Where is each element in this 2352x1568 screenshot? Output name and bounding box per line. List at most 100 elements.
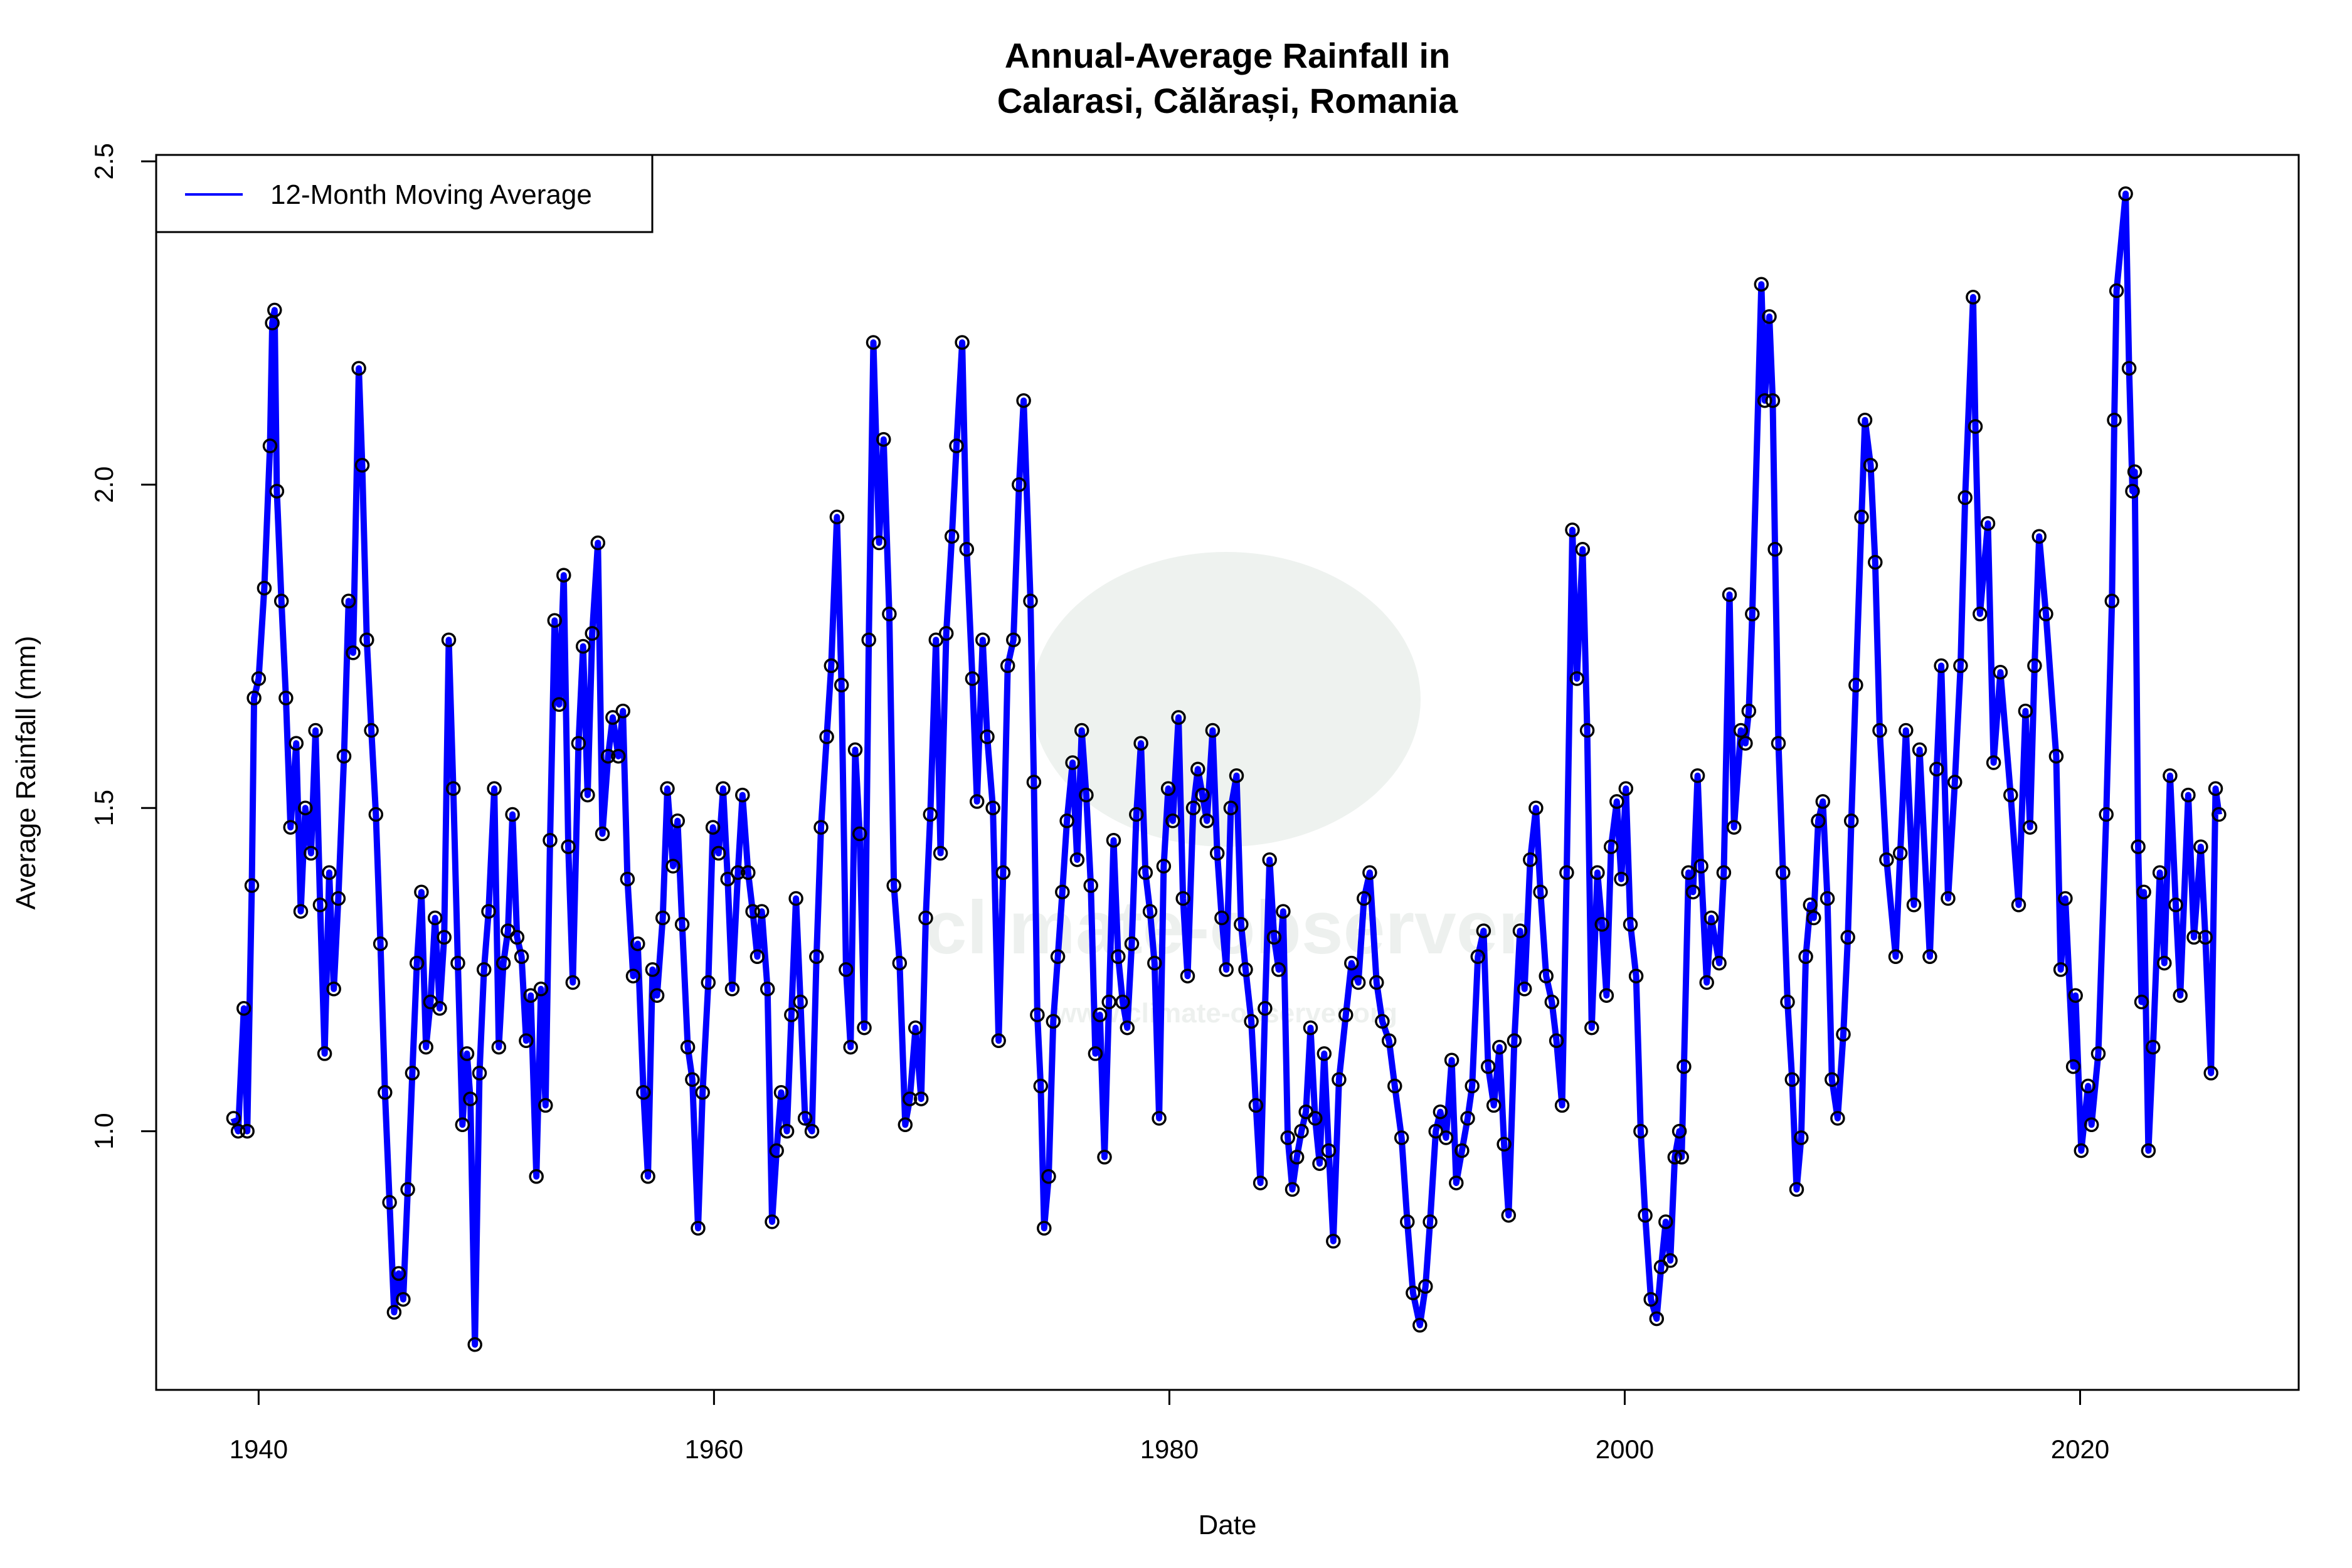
data-point — [538, 1098, 553, 1113]
data-point — [2090, 1046, 2106, 1061]
data-point — [674, 917, 690, 932]
data-point — [1362, 865, 1377, 881]
data-point — [1394, 1130, 1409, 1145]
data-point — [298, 800, 313, 815]
data-point — [829, 509, 845, 525]
data-point — [754, 904, 770, 919]
data-point — [843, 1039, 858, 1055]
data-point — [1762, 309, 1777, 324]
data-point — [1000, 658, 1015, 674]
data-point — [1738, 736, 1753, 751]
data-point — [427, 910, 443, 926]
data-point — [1152, 1111, 1167, 1126]
data-point — [1623, 917, 1638, 932]
data-point — [1757, 393, 1772, 408]
data-point — [898, 1117, 913, 1133]
data-point — [1190, 761, 1205, 777]
data-point — [620, 871, 635, 887]
chart-title: Annual-Average Rainfall in — [1005, 36, 1451, 75]
data-point — [1912, 742, 1927, 758]
data-point — [985, 800, 1000, 815]
data-point — [1400, 1214, 1415, 1229]
data-point — [1124, 936, 1140, 951]
data-point — [1422, 1214, 1438, 1229]
data-point — [1205, 723, 1221, 738]
data-point — [1726, 820, 1742, 835]
data-point — [1142, 904, 1158, 919]
x-tick-label: 1940 — [230, 1434, 288, 1464]
x-tick-label: 1960 — [685, 1434, 743, 1464]
data-point — [1609, 794, 1624, 809]
data-point — [1369, 975, 1384, 990]
data-point — [2173, 988, 2188, 1003]
legend-label: 12-Month Moving Average — [270, 179, 592, 210]
data-point — [400, 1182, 415, 1197]
data-point — [804, 1123, 820, 1139]
data-point — [680, 1039, 696, 1055]
data-point — [1055, 884, 1070, 899]
data-point — [519, 1033, 534, 1049]
data-point — [2104, 593, 2120, 609]
data-point — [1848, 677, 1863, 693]
data-point — [809, 949, 824, 965]
data-point — [1262, 852, 1277, 867]
data-point — [1722, 587, 1737, 602]
data-point — [2032, 529, 2047, 544]
data-point — [1412, 1318, 1428, 1333]
data-point — [322, 865, 337, 881]
data-point — [882, 607, 897, 622]
data-point — [1120, 1020, 1135, 1036]
data-point — [1690, 768, 1705, 783]
data-point — [1165, 813, 1180, 829]
data-point — [1209, 845, 1225, 861]
data-point — [1185, 800, 1201, 815]
data-point — [1934, 658, 1949, 674]
data-point — [543, 832, 558, 848]
data-point — [1234, 917, 1249, 932]
data-point — [645, 962, 660, 977]
data-point — [1033, 1078, 1049, 1094]
data-point — [918, 910, 933, 926]
data-point — [1614, 871, 1629, 887]
data-point — [2099, 807, 2114, 822]
data-point — [1312, 1156, 1327, 1171]
series-12-month-moving-average — [226, 186, 2227, 1352]
data-point — [1387, 1078, 1402, 1094]
data-point — [1026, 775, 1042, 790]
watermark-logo-icon — [1032, 552, 1421, 847]
data-point — [1285, 1182, 1300, 1197]
data-point — [630, 936, 645, 951]
data-point — [773, 1085, 789, 1100]
data-point — [824, 658, 839, 674]
data-point — [1470, 949, 1486, 965]
data-point — [405, 1066, 420, 1081]
data-point — [866, 335, 881, 350]
data-point — [1565, 522, 1580, 538]
x-axis-label: Date — [1199, 1510, 1257, 1540]
data-point — [246, 691, 262, 706]
data-point — [611, 748, 626, 764]
data-point — [556, 568, 571, 583]
data-point — [1092, 1007, 1108, 1022]
data-point — [1899, 723, 1914, 738]
data-point — [2157, 955, 2172, 971]
data-point — [1438, 1130, 1454, 1145]
data-point — [1741, 703, 1757, 719]
data-point — [2152, 865, 2168, 881]
data-point — [1480, 1059, 1496, 1074]
data-point — [432, 1001, 447, 1016]
data-point — [1083, 878, 1098, 893]
data-point — [382, 1195, 397, 1210]
data-point — [2198, 930, 2213, 945]
data-point — [2109, 283, 2124, 299]
data-point — [1533, 884, 1548, 899]
data-point — [1528, 800, 1544, 815]
data-point — [1097, 1150, 1112, 1165]
data-point — [1857, 412, 1873, 428]
data-point — [2127, 464, 2143, 479]
data-point — [1929, 761, 1944, 777]
data-point — [455, 1117, 470, 1133]
data-point — [283, 820, 298, 835]
data-point — [1454, 1143, 1470, 1158]
data-point — [784, 1007, 799, 1022]
